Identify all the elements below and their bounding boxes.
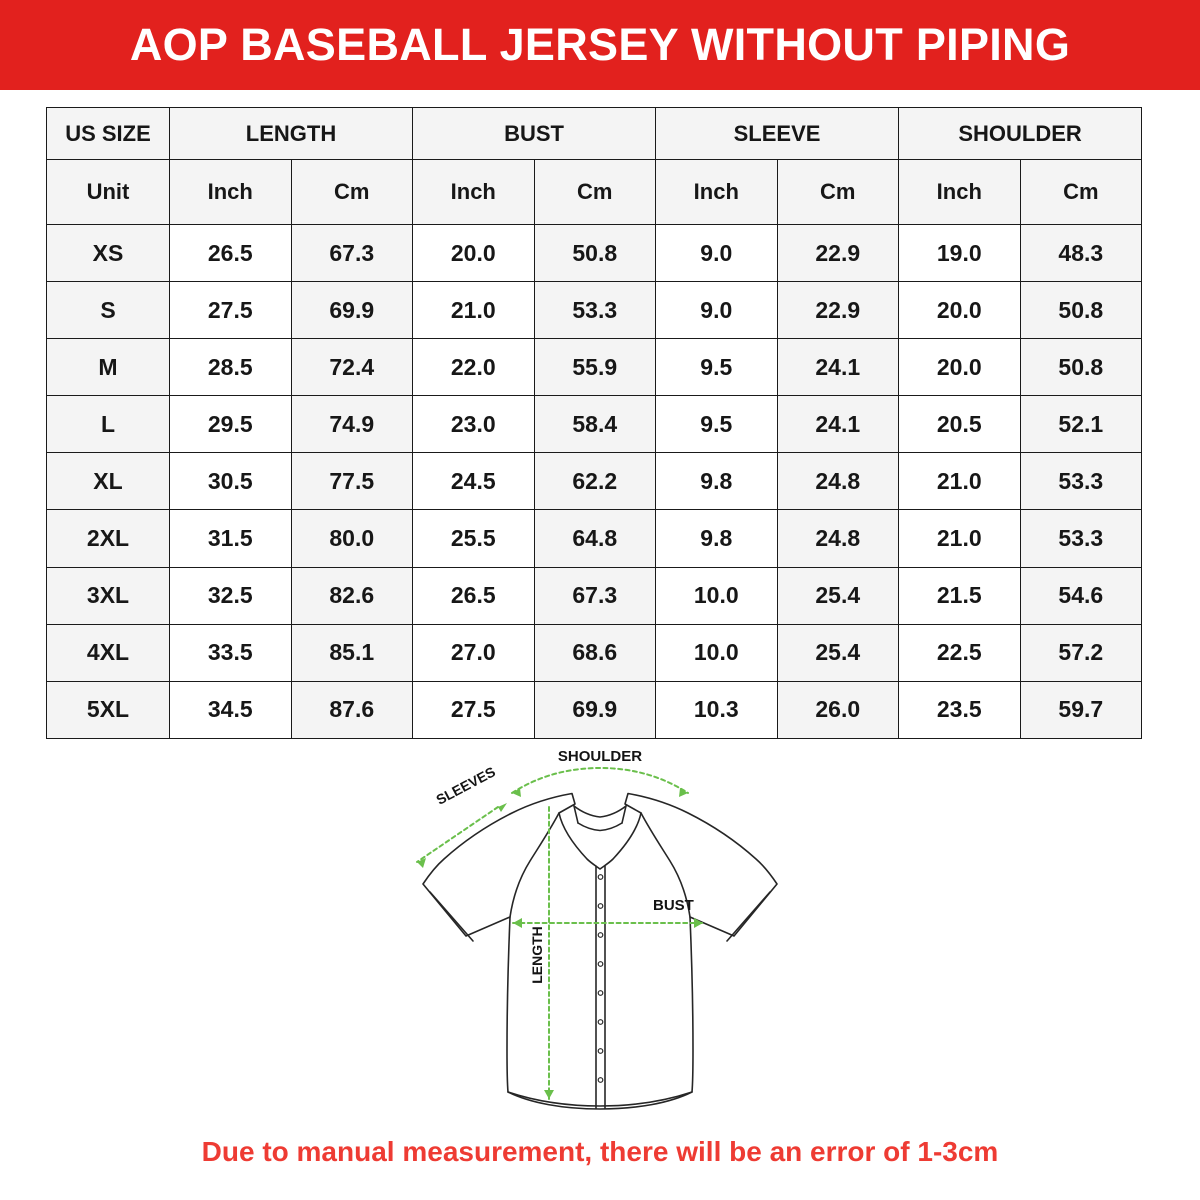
- svg-text:SLEEVES: SLEEVES: [433, 763, 498, 807]
- svg-text:BUST: BUST: [653, 897, 694, 914]
- svg-text:SHOULDER: SHOULDER: [558, 748, 642, 765]
- svg-text:LENGTH: LENGTH: [529, 926, 545, 984]
